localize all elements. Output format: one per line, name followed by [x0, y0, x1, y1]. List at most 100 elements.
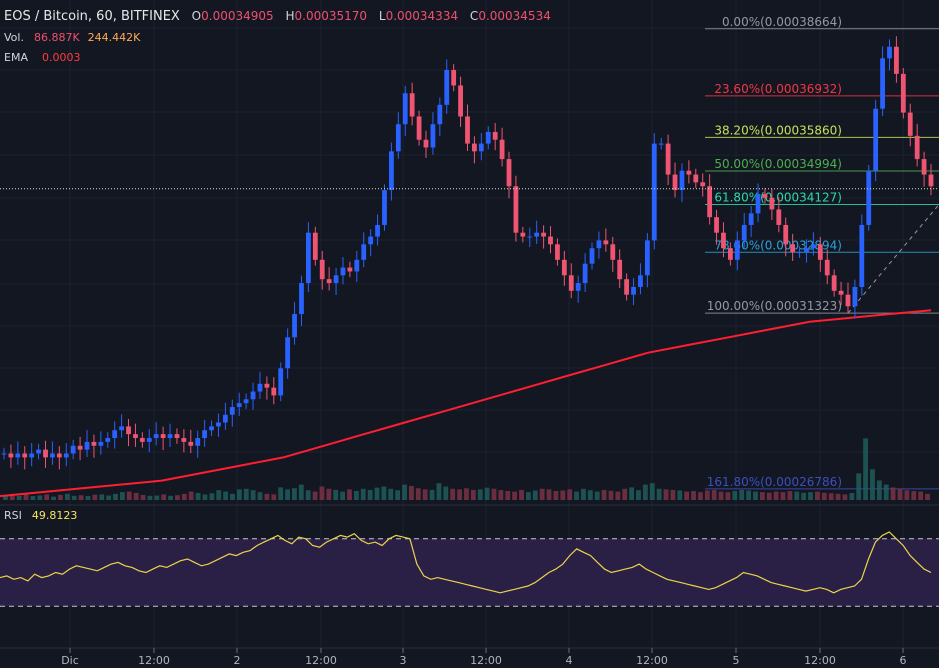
candle-body [22, 453, 28, 458]
volume-bar [470, 489, 476, 500]
candle-body [727, 248, 733, 260]
candle-body [741, 224, 747, 241]
candle-body [375, 224, 380, 237]
volume-label: Vol. [4, 31, 24, 44]
candle-body [603, 240, 609, 245]
volume-bar [312, 491, 318, 500]
candle-body [188, 441, 194, 446]
volume-bar [649, 483, 655, 500]
low-value: 0.00034334 [385, 9, 459, 23]
volume-legend[interactable]: Vol. 86.887K 244.442K [4, 31, 140, 44]
candle-body [340, 267, 346, 276]
symbol-legend: EOS / Bitcoin, 60, BITFINEX O0.00034905 … [4, 9, 551, 24]
volume-bar [250, 490, 256, 500]
x-tick-label: 12:00 [305, 654, 337, 667]
fib-level-label: 161.80%(0.00026786) [707, 475, 842, 489]
candle-body [229, 407, 235, 415]
candle-body [665, 143, 671, 175]
volume-bar [670, 489, 676, 500]
fib-level-label: 0.00%(0.00038664) [722, 15, 842, 29]
volume-bar [601, 489, 607, 500]
candle-body [824, 259, 830, 276]
candle-body [423, 139, 429, 148]
candle-body [451, 69, 457, 86]
candle-body [478, 143, 484, 152]
candle-body [458, 85, 463, 117]
candle-body [894, 46, 899, 74]
volume-bar [92, 494, 98, 500]
candle-body [222, 414, 228, 423]
volume-bar [739, 489, 745, 500]
candle-body [257, 383, 263, 392]
candle-body [236, 403, 242, 408]
candle-body [126, 426, 131, 435]
volume-bar [642, 484, 648, 500]
fib-level-label: 50.00%(0.00034994) [714, 157, 842, 171]
fib-level-label: 78.60%(0.00032894) [714, 238, 842, 252]
candle-body [347, 267, 353, 272]
volume-bar [388, 488, 394, 500]
volume-bar [436, 483, 442, 500]
candle-body [721, 232, 726, 249]
volume-bar [704, 490, 710, 500]
candle-body [56, 453, 62, 458]
volume-bar [326, 488, 332, 500]
ema-legend[interactable]: EMA 0.0003 [4, 51, 80, 64]
volume-bar [236, 489, 242, 500]
candle-body [326, 279, 332, 284]
candle-body [555, 244, 560, 260]
volume-bar [835, 493, 841, 500]
candle-body [520, 232, 526, 237]
candle-body [914, 135, 920, 160]
candle-body [845, 294, 851, 307]
candle-body [686, 170, 692, 175]
volume-bar [525, 492, 531, 500]
candle-body [153, 434, 159, 439]
volume-bar [64, 493, 70, 500]
candle-body [299, 283, 304, 315]
volume-bar [305, 490, 311, 500]
volume-bar [512, 491, 518, 500]
candle-body [146, 438, 152, 442]
candle-body [160, 434, 166, 439]
volume-bar [168, 495, 173, 500]
candle-body [492, 131, 498, 140]
candle-body [810, 244, 816, 249]
volume-bar [842, 494, 848, 500]
candle-body [361, 244, 367, 260]
candle-body [43, 449, 48, 458]
volume-bar [491, 488, 497, 500]
candle-body [395, 124, 401, 152]
candle-body [271, 387, 277, 396]
volume-bar [615, 491, 621, 500]
volume-bar [188, 491, 194, 500]
candle-body [29, 453, 35, 458]
volume-bar [243, 488, 249, 500]
rsi-legend[interactable]: RSI 49.8123 [4, 509, 77, 522]
candle-body [762, 193, 768, 198]
open-value: 0.00034905 [201, 9, 274, 23]
volume-bar [773, 491, 779, 500]
volume-bar [883, 484, 889, 500]
candle-body [866, 170, 872, 225]
volume-bar [402, 484, 407, 500]
candle-body [216, 422, 221, 427]
candle-body [707, 186, 713, 218]
volume-bar [347, 489, 352, 500]
volume-bar [477, 489, 483, 500]
candle-body [382, 190, 387, 225]
x-tick-label: 12:00 [636, 654, 668, 667]
candle-body [437, 104, 443, 125]
volume-bar [16, 495, 22, 500]
fib-level-label: 38.20%(0.00035860) [714, 123, 842, 137]
volume-bar [608, 490, 614, 500]
candle-body [783, 224, 789, 245]
candle-body [305, 232, 311, 284]
volume-bar [863, 438, 868, 500]
ema-line [0, 309, 932, 498]
symbol-title[interactable]: EOS / Bitcoin, 60, BITFINEX [4, 9, 180, 24]
candle-body [409, 93, 415, 117]
volume-bar [759, 492, 765, 500]
volume-bar [532, 490, 538, 500]
